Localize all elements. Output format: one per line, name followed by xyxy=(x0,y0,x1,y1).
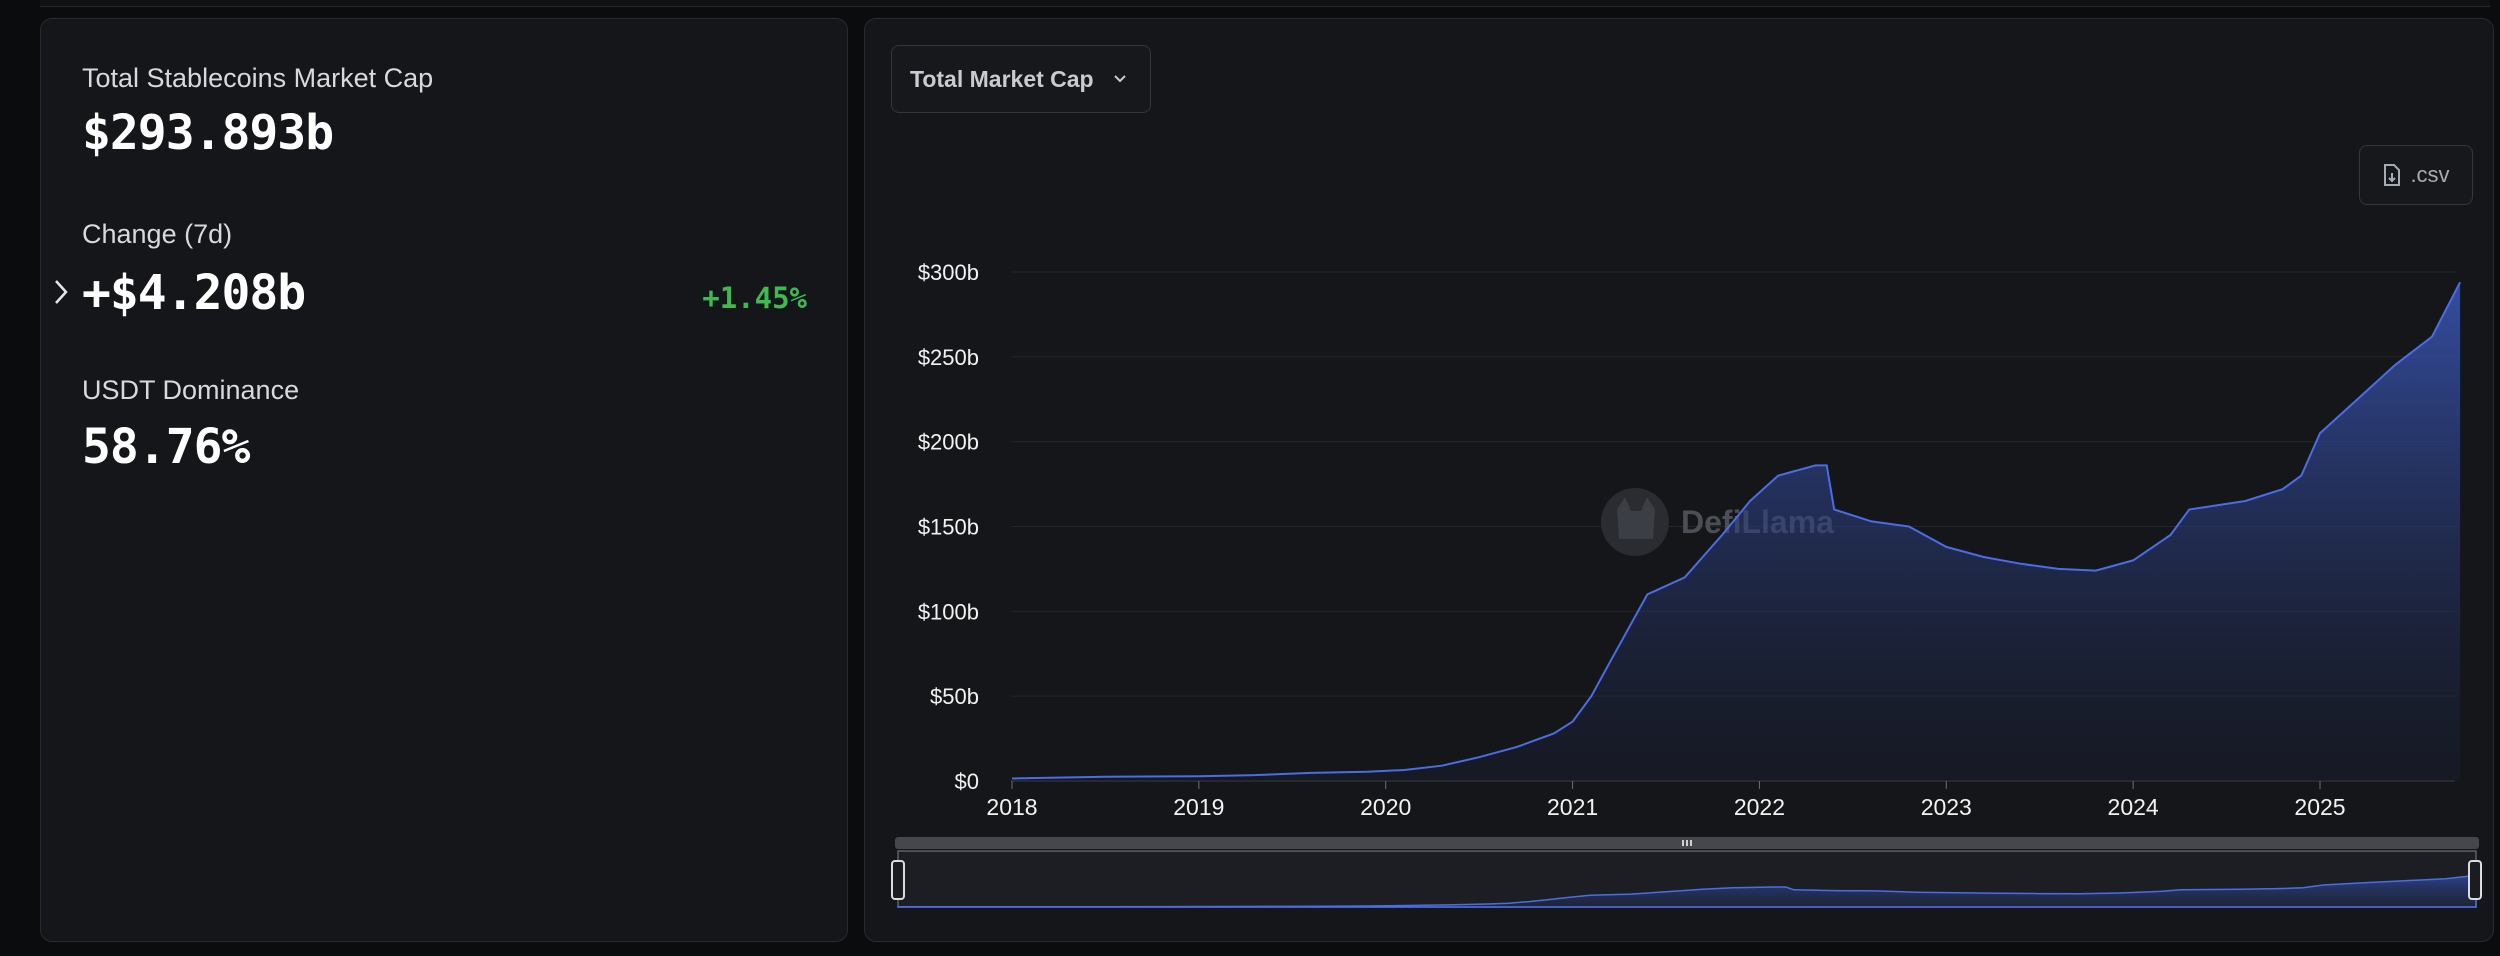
y-tick-label: $300b xyxy=(918,260,979,285)
market-cap-label: Total Stablecoins Market Cap xyxy=(82,63,434,93)
series-area xyxy=(1012,282,2461,781)
x-tick-label: 2022 xyxy=(1734,794,1785,820)
x-tick-label: 2018 xyxy=(986,794,1037,820)
y-tick-label: $200b xyxy=(918,430,979,455)
change-value: +$4.208b xyxy=(82,265,306,321)
stats-panel: Total Stablecoins Market Cap $293.893b C… xyxy=(40,18,848,942)
y-tick-label: $0 xyxy=(955,769,979,794)
market-cap-value: $293.893b xyxy=(82,105,334,161)
change-label: Change (7d) xyxy=(82,219,233,249)
csv-label: .csv xyxy=(2410,162,2450,187)
dominance-value: 58.76% xyxy=(82,419,250,475)
chevron-down-icon xyxy=(1113,75,1126,83)
chart-panel: Total Market Cap .csv DefiLlam xyxy=(864,18,2494,942)
chevron-right-icon[interactable] xyxy=(51,277,71,307)
x-tick-label: 2023 xyxy=(1921,794,1972,820)
market-cap-chart: DefiLlama $0$50b$100b$150b$200b$250b$300… xyxy=(891,260,2482,908)
dropdown-label: Total Market Cap xyxy=(910,65,1094,92)
csv-download-button[interactable]: .csv xyxy=(2359,145,2473,205)
range-navigator[interactable] xyxy=(891,837,2482,908)
file-download-icon xyxy=(2384,164,2401,186)
navigator-preview xyxy=(897,874,2477,908)
y-tick-label: $150b xyxy=(918,515,979,540)
y-tick-label: $50b xyxy=(930,684,979,709)
y-tick-label: $250b xyxy=(918,345,979,370)
x-tick-label: 2019 xyxy=(1173,794,1224,820)
navigator-grip-icon[interactable] xyxy=(1682,840,1692,846)
series-line xyxy=(1011,281,2461,780)
change-percent-badge: +1.45% xyxy=(702,281,807,315)
navigator-left-handle[interactable] xyxy=(891,860,905,900)
y-tick-label: $100b xyxy=(918,599,979,624)
x-tick-label: 2020 xyxy=(1360,794,1411,820)
chart-type-dropdown[interactable]: Total Market Cap xyxy=(891,45,1151,113)
x-tick-label: 2021 xyxy=(1547,794,1598,820)
dominance-label: USDT Dominance xyxy=(82,375,300,405)
navigator-right-handle[interactable] xyxy=(2468,860,2482,900)
top-divider xyxy=(40,0,2490,7)
x-tick-label: 2025 xyxy=(2294,794,2345,820)
x-tick-label: 2024 xyxy=(2108,794,2159,820)
